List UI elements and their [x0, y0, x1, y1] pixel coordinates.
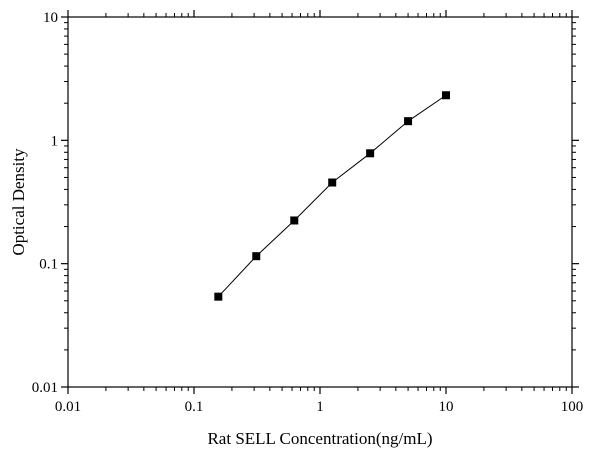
- plot-frame: [67, 16, 573, 388]
- x-axis-label: Rat SELL Concentration(ng/mL): [207, 429, 432, 448]
- data-point: [328, 178, 337, 187]
- series-layer: [214, 91, 450, 301]
- y-axis-label: Optical Density: [9, 148, 28, 256]
- data-point: [290, 216, 299, 225]
- y-tick-label: 1: [51, 133, 59, 149]
- data-point: [214, 292, 223, 301]
- y-tick-label: 0.1: [39, 257, 58, 273]
- fit-line: [217, 94, 447, 298]
- y-tick-label: 0.01: [32, 380, 58, 396]
- data-point: [366, 149, 375, 158]
- x-tick-label: 10: [439, 399, 454, 415]
- x-tick-label: 1: [316, 399, 324, 415]
- data-point: [442, 91, 450, 100]
- x-tick-label: 0.1: [185, 399, 204, 415]
- data-point: [252, 252, 261, 261]
- data-point: [404, 117, 413, 126]
- x-tick-label: 100: [561, 399, 584, 415]
- axis-tick-labels: 0.01 0.1 1 10 100 0.01 0.1 1 10: [32, 10, 584, 415]
- axis-ticks: [61, 10, 579, 394]
- y-tick-label: 10: [43, 10, 58, 26]
- x-tick-label: 0.01: [55, 399, 81, 415]
